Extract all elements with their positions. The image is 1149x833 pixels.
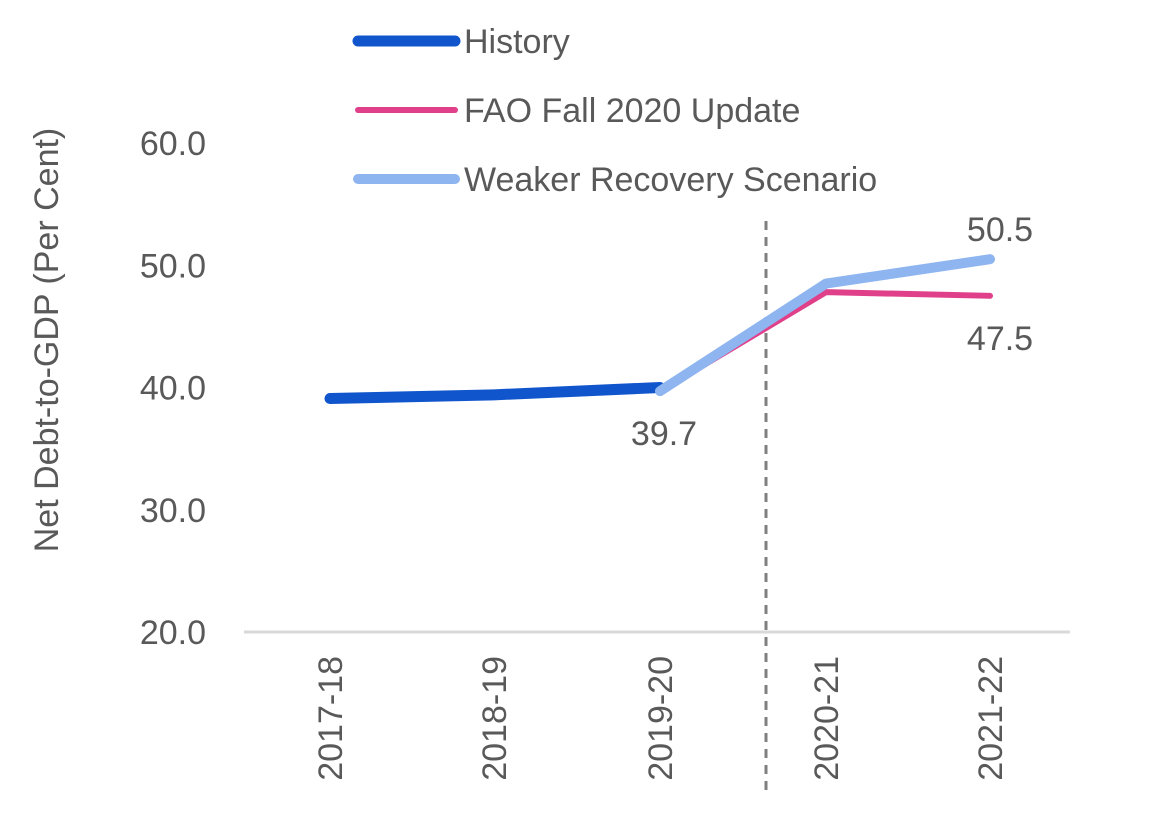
series-group [324, 254, 995, 405]
y-tick-label: 40.0 [140, 370, 206, 408]
legend-label-weaker-recovery-scenario: Weaker Recovery Scenario [464, 161, 877, 199]
x-tick-label: 2019-20 [642, 656, 680, 781]
data-label: 39.7 [631, 415, 697, 453]
y-tick-label: 20.0 [140, 614, 206, 652]
x-tick-label: 2020-21 [808, 656, 846, 781]
x-tick-label: 2018-19 [476, 656, 514, 781]
y-axis-title: Net Debt-to-GDP (Per Cent) [28, 128, 66, 553]
legend: History FAO Fall 2020 Update Weaker Recove… [352, 23, 877, 199]
x-tick-label: 2021-22 [972, 656, 1010, 781]
series-line-weaker-recovery-scenario [655, 254, 995, 397]
x-tick-label: 2017-18 [312, 656, 350, 781]
y-axis-ticks: 20.0 30.0 40.0 50.0 60.0 [140, 125, 206, 652]
series-line-history [324, 382, 666, 405]
y-tick-label: 60.0 [140, 125, 206, 163]
x-axis-ticks: 2017-18 2018-19 2019-20 2020-21 2021-22 [312, 656, 1010, 781]
data-label: 50.5 [967, 211, 1033, 249]
y-tick-label: 30.0 [140, 492, 206, 530]
legend-label-fao-fall-2020-update: FAO Fall 2020 Update [464, 92, 800, 130]
legend-label-history: History [464, 23, 570, 61]
data-labels: 39.7 47.5 50.5 [631, 211, 1033, 453]
y-tick-label: 50.0 [140, 247, 206, 285]
series-line-fao-fall-2020-update [657, 289, 993, 395]
data-label: 47.5 [967, 320, 1033, 358]
